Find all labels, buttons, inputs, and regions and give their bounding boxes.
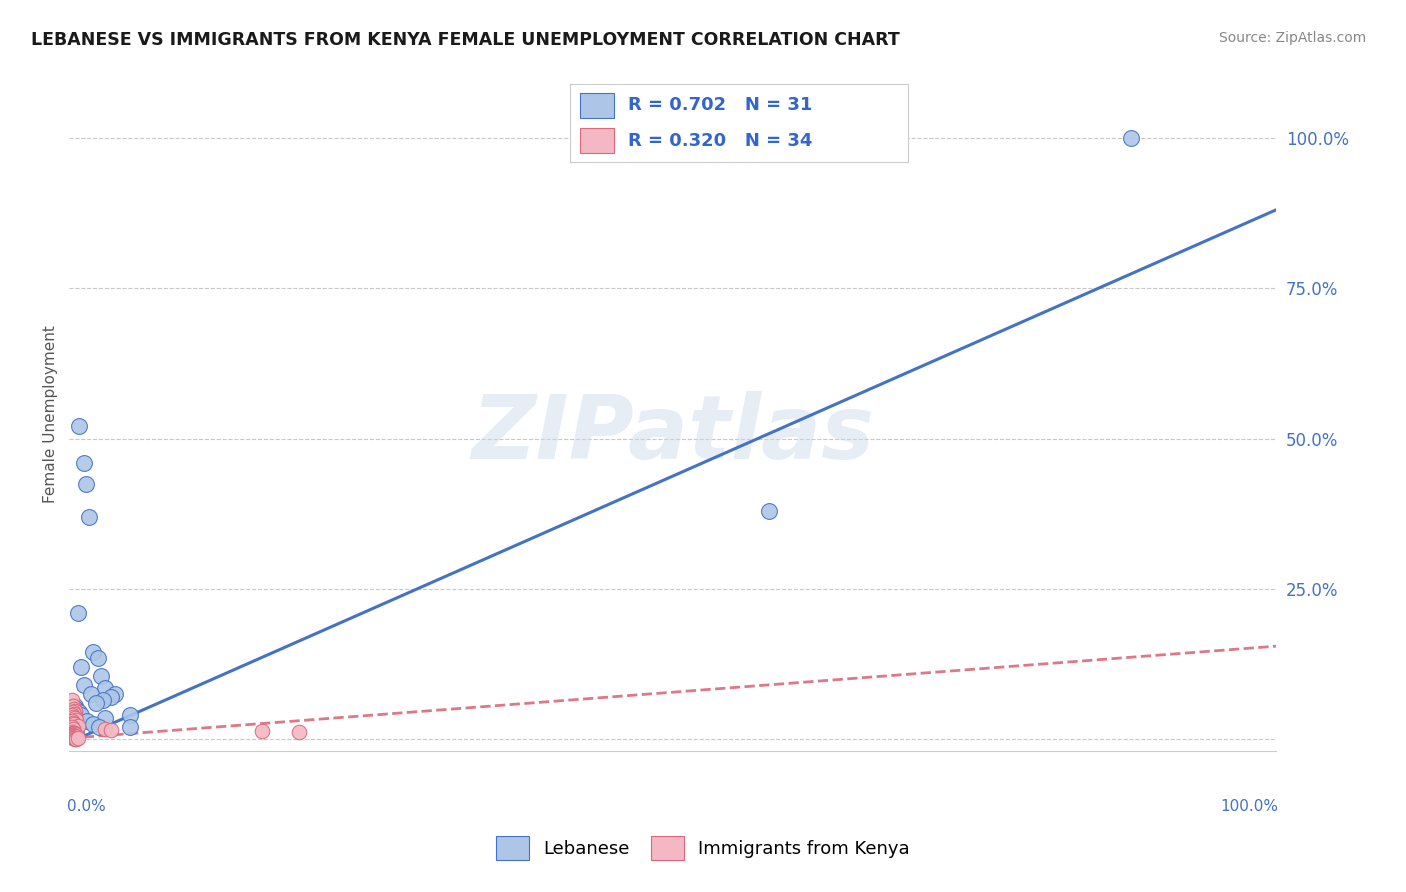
- Point: [60, 708, 83, 723]
- Point: [63, 702, 86, 716]
- Point: [65, 702, 87, 716]
- Point: [62, 731, 84, 745]
- Point: [100, 690, 122, 705]
- Point: [758, 504, 780, 518]
- Point: [287, 724, 309, 739]
- Point: [65, 711, 87, 725]
- Point: [75, 476, 97, 491]
- Point: [62, 706, 84, 720]
- Point: [62, 726, 84, 740]
- Point: [90, 669, 112, 683]
- Point: [94, 681, 117, 696]
- Point: [67, 419, 90, 434]
- Point: [65, 713, 87, 727]
- Point: [63, 707, 86, 722]
- Point: [60, 714, 83, 729]
- Point: [60, 728, 83, 742]
- Point: [73, 456, 96, 470]
- Point: [104, 687, 127, 701]
- Point: [66, 719, 89, 733]
- Point: [82, 717, 104, 731]
- Point: [76, 714, 98, 729]
- Point: [73, 678, 96, 692]
- Point: [1121, 130, 1143, 145]
- Point: [82, 645, 104, 659]
- Text: LEBANESE VS IMMIGRANTS FROM KENYA FEMALE UNEMPLOYMENT CORRELATION CHART: LEBANESE VS IMMIGRANTS FROM KENYA FEMALE…: [31, 31, 900, 49]
- Point: [62, 715, 84, 730]
- Point: [62, 699, 84, 714]
- Point: [94, 711, 117, 725]
- Point: [65, 723, 87, 738]
- Point: [94, 723, 117, 737]
- Point: [118, 720, 141, 734]
- Point: [62, 709, 84, 723]
- Text: 0.0%: 0.0%: [67, 798, 105, 814]
- Point: [77, 509, 100, 524]
- Point: [62, 728, 84, 742]
- Point: [60, 693, 83, 707]
- Point: [66, 606, 89, 620]
- Text: Source: ZipAtlas.com: Source: ZipAtlas.com: [1219, 31, 1367, 45]
- Point: [63, 731, 86, 746]
- Point: [62, 728, 84, 742]
- Point: [89, 720, 111, 734]
- Point: [63, 726, 86, 740]
- Point: [118, 708, 141, 723]
- Point: [70, 660, 93, 674]
- Point: [65, 727, 87, 741]
- Point: [66, 731, 89, 746]
- Y-axis label: Female Unemployment: Female Unemployment: [44, 326, 58, 503]
- Point: [60, 725, 83, 739]
- Text: ZIPatlas: ZIPatlas: [471, 392, 875, 478]
- Point: [60, 720, 83, 734]
- Point: [65, 731, 87, 746]
- Legend: Lebanese, Immigrants from Kenya: Lebanese, Immigrants from Kenya: [489, 830, 917, 867]
- Point: [63, 729, 86, 743]
- Point: [65, 730, 87, 744]
- Point: [60, 730, 83, 744]
- Point: [65, 704, 87, 718]
- Point: [65, 726, 87, 740]
- Text: 100.0%: 100.0%: [1220, 798, 1278, 814]
- Point: [67, 706, 90, 720]
- Point: [84, 696, 107, 710]
- Point: [70, 708, 93, 723]
- Point: [65, 731, 87, 746]
- Point: [87, 651, 110, 665]
- Point: [91, 693, 114, 707]
- Point: [80, 687, 103, 701]
- Point: [100, 723, 122, 737]
- Point: [65, 699, 87, 714]
- Point: [62, 722, 84, 736]
- Point: [252, 724, 274, 739]
- Point: [63, 717, 86, 731]
